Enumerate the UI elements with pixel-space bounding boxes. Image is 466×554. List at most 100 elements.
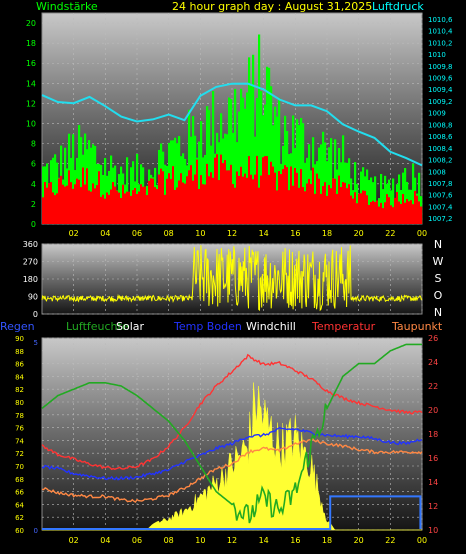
pressure-tick-label: 1008,8 xyxy=(428,121,453,129)
speed-bar xyxy=(138,191,141,224)
direction-tick-label: 180 xyxy=(23,275,38,284)
speed-bar xyxy=(240,166,243,224)
temperature-tick-label: 14 xyxy=(428,478,438,487)
speed-bar xyxy=(128,191,131,224)
speed-bar xyxy=(180,173,183,224)
speed-bar xyxy=(312,167,315,224)
speed-bar xyxy=(130,195,133,224)
gust-bar xyxy=(268,67,271,224)
speed-bar xyxy=(258,187,261,224)
speed-bar xyxy=(410,200,413,224)
speed-bar xyxy=(62,184,65,224)
wind-x-tick-label: 06 xyxy=(132,229,142,238)
direction-tick-label: 0 xyxy=(33,310,38,319)
speed-bar xyxy=(46,187,49,224)
gust-bar xyxy=(64,147,67,224)
speed-bar xyxy=(378,206,381,224)
speed-bar xyxy=(304,191,307,224)
speed-bar xyxy=(308,178,311,224)
speed-bar xyxy=(98,171,101,224)
speed-bar xyxy=(394,197,397,224)
wind-left-tick-label: 0 xyxy=(31,220,36,229)
speed-bar xyxy=(108,194,111,224)
speed-bar xyxy=(302,187,305,224)
speed-bar xyxy=(146,195,149,224)
wind-x-tick-label: 10 xyxy=(195,229,205,238)
gust-bar xyxy=(322,131,325,224)
gust-bar xyxy=(274,106,277,224)
speed-bar xyxy=(384,202,387,224)
temperature-tick-label: 12 xyxy=(428,502,438,511)
speed-bar xyxy=(362,190,365,224)
speed-bar xyxy=(84,184,87,224)
humidity-tick-label: 76 xyxy=(15,425,24,433)
speed-bar xyxy=(278,171,281,224)
speed-bar xyxy=(58,178,61,224)
series-line-taupunkt xyxy=(41,437,423,504)
speed-bar xyxy=(176,187,179,224)
speed-bar xyxy=(286,167,289,224)
speed-bar xyxy=(150,178,153,224)
speed-bar xyxy=(344,182,347,224)
pressure-tick-label: 1007,2 xyxy=(428,215,453,223)
humidity-tick-label: 70 xyxy=(15,463,24,471)
gust-bar xyxy=(136,153,139,224)
humidity-tick-label: 60 xyxy=(15,527,24,535)
speed-bar xyxy=(420,206,423,224)
speed-bar xyxy=(380,202,383,224)
compass-label: W xyxy=(433,255,444,268)
speed-bar xyxy=(364,190,367,224)
speed-bar xyxy=(184,183,187,224)
speed-bar xyxy=(352,198,355,224)
gust-bar xyxy=(296,119,299,224)
pressure-tick-label: 1009,2 xyxy=(428,98,453,106)
speed-bar xyxy=(360,193,363,224)
speed-bar xyxy=(120,197,123,224)
speed-bar xyxy=(76,178,79,224)
direction-tick-label: 90 xyxy=(28,293,38,302)
pressure-tick-label: 1010,4 xyxy=(428,28,453,36)
speed-bar xyxy=(260,175,263,224)
gust-bar xyxy=(342,135,345,224)
gust-bar xyxy=(212,91,215,225)
speed-bar xyxy=(164,194,167,224)
speed-bar xyxy=(294,167,297,224)
wind-x-tick-label: 20 xyxy=(354,229,364,238)
speed-bar xyxy=(190,165,193,224)
speed-bar xyxy=(86,168,89,224)
speed-bar xyxy=(88,190,91,224)
speed-bar xyxy=(182,182,185,224)
speed-bar xyxy=(114,186,117,224)
speed-bar xyxy=(50,182,53,224)
speed-bar xyxy=(314,193,317,224)
pressure-tick-label: 1008,2 xyxy=(428,157,453,165)
speed-bar xyxy=(274,172,277,224)
wind-left-tick-label: 2 xyxy=(31,200,36,209)
speed-bar xyxy=(196,159,199,224)
speed-bar xyxy=(324,182,327,224)
compass-label: N xyxy=(434,238,442,251)
gust-bar xyxy=(242,97,245,224)
speed-bar xyxy=(212,177,215,224)
gust-bar xyxy=(192,116,195,224)
gust-bar xyxy=(288,154,291,224)
wind-x-tick-label: 04 xyxy=(100,229,110,238)
speed-bar xyxy=(402,194,405,224)
gust-bar xyxy=(380,173,383,224)
speed-bar xyxy=(284,165,287,224)
humidity-tick-label: 74 xyxy=(15,437,24,445)
speed-bar xyxy=(94,188,97,224)
speed-bar xyxy=(264,156,267,224)
gust-bar xyxy=(248,57,251,225)
speed-bar xyxy=(246,177,249,224)
climate-x-tick-label: 10 xyxy=(195,536,205,545)
gust-bar xyxy=(398,174,401,224)
climate-x-tick-label: 08 xyxy=(164,536,174,545)
gust-bar xyxy=(298,125,301,224)
gust-bar xyxy=(234,89,237,224)
speed-bar xyxy=(356,203,359,224)
speed-bar xyxy=(222,163,225,224)
speed-bar xyxy=(282,169,285,224)
speed-bar xyxy=(290,166,293,224)
